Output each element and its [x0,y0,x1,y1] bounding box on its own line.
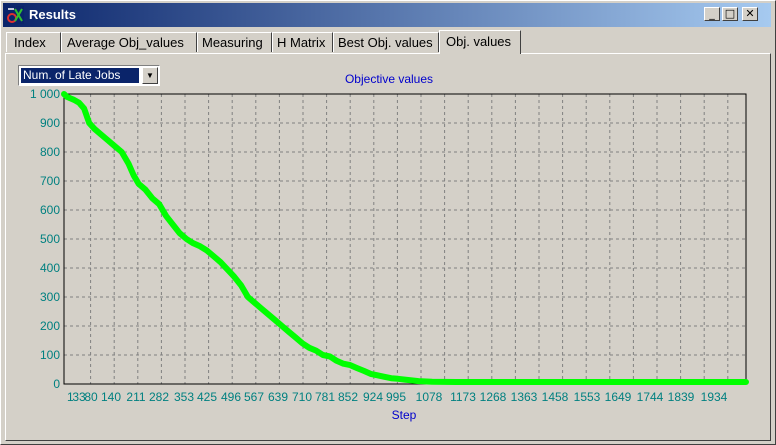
y-tick-label: 500 [40,232,60,246]
tab-best-obj-values[interactable]: Best Obj. values [333,32,439,52]
tab-panel [5,53,771,441]
minimize-icon: _ [709,7,715,20]
window-title: Results [29,7,76,22]
app-icon [6,6,24,24]
chart-title: Objective values [345,72,433,86]
x-tick-label: 1268 [480,390,507,404]
chart-grid [64,94,746,384]
x-tick-label: 33 [72,390,86,404]
x-tick-label: 1173 [450,390,476,404]
close-button[interactable]: ✕ [742,7,758,21]
x-tick-label: 995 [386,390,406,404]
objective-select[interactable]: Num. of Late Jobs ▼ [18,65,160,86]
y-tick-label: 800 [40,145,60,159]
tab-measuring[interactable]: Measuring [197,32,272,52]
x-tick-label: 211 [126,390,145,404]
y-tick-label: 1 000 [30,87,60,101]
series-line [61,91,749,385]
y-tick-label: 700 [40,174,60,188]
x-tick-label: 1458 [542,390,569,404]
y-tick-label: 200 [40,319,60,333]
plot-frame [63,93,747,385]
x-tick-label: 1 [67,390,74,404]
maximize-button[interactable]: □ [722,7,738,21]
x-tick-label: 1363 [511,390,538,404]
objective-select-value: Num. of Late Jobs [21,68,139,83]
x-tick-label: 353 [174,390,194,404]
y-tick-label: 100 [40,348,60,362]
x-axis-label: Step [392,408,417,422]
x-tick-label: 567 [244,390,264,404]
x-tick-label: 781 [315,390,335,404]
x-tick-label: 1839 [668,390,695,404]
x-tick-label: 496 [221,390,241,404]
x-tick-label: 1078 [416,390,443,404]
tab-obj-values[interactable]: Obj. values [439,30,521,54]
y-tick-label: 300 [40,290,60,304]
x-tick-label: 1934 [701,390,728,404]
y-tick-label: 0 [53,377,60,391]
minimize-button[interactable]: _ [704,7,720,21]
tab-strip: Index Average Obj_values Measuring H Mat… [5,30,771,54]
y-tick-label: 600 [40,203,60,217]
x-tick-label: 710 [292,390,312,404]
x-tick-label: 1649 [605,390,632,404]
title-bar[interactable]: Results _ □ ✕ [3,3,771,27]
y-tick-label: 900 [40,116,60,130]
maximize-icon: □ [724,7,736,20]
tab-h-matrix[interactable]: H Matrix [272,32,333,52]
x-tick-label: 140 [101,390,121,404]
x-tick-label: 1744 [637,390,664,404]
x-tick-label: 1553 [574,390,601,404]
close-icon: ✕ [745,7,755,20]
tab-index[interactable]: Index [6,32,61,52]
x-tick-label: 639 [268,390,288,404]
x-tick-label: 80 [84,390,98,404]
x-tick-label: 282 [149,390,169,404]
dropdown-arrow-icon[interactable]: ▼ [142,67,158,84]
y-tick-label: 400 [40,261,60,275]
x-tick-label: 924 [363,390,383,404]
tab-average-obj-values[interactable]: Average Obj_values [61,32,197,52]
x-tick-label: 425 [197,390,217,404]
x-tick-label: 852 [338,390,358,404]
